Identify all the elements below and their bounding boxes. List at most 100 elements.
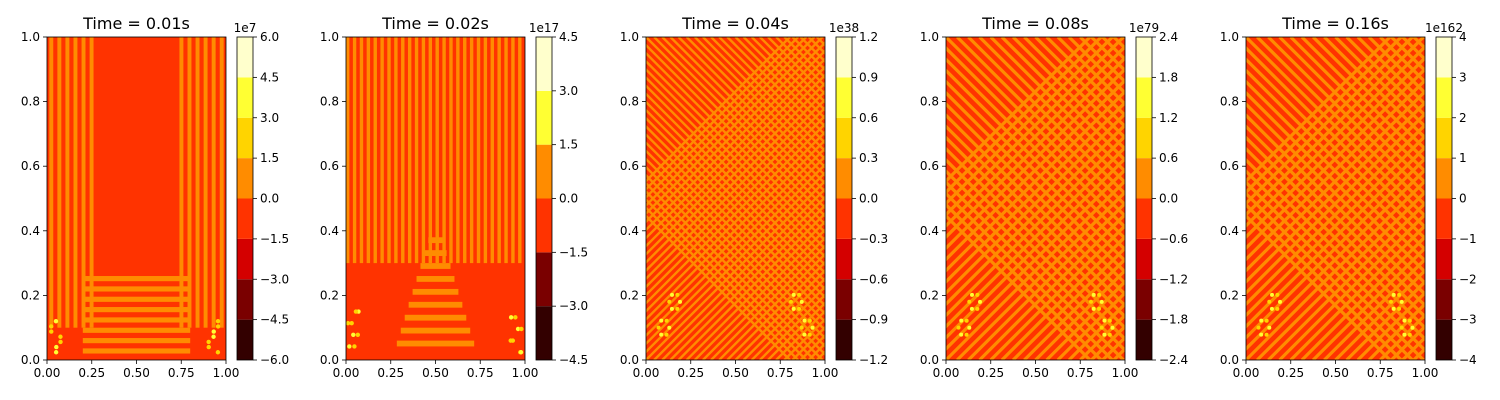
contour-speckle	[956, 325, 961, 330]
subplot-3: Time = 0.04s 0.00 0.25 0.50 0.75 1.00 0.0 0.2 0.…	[620, 14, 888, 380]
subplot-2: Time = 0.02s 0.00 0.25 0.50 0.75 1.00 0.0 0.2 0.…	[320, 14, 588, 380]
contour-band	[646, 146, 825, 330]
contour-band	[373, 37, 377, 264]
contour-band	[646, 37, 816, 208]
colorbar-level	[237, 158, 253, 199]
contour-band	[946, 37, 1092, 184]
colorbar-level	[836, 117, 852, 159]
colorbar-level	[1436, 37, 1452, 78]
contour-band	[346, 37, 350, 264]
contour-band	[1278, 37, 1425, 185]
contour-speckle	[664, 318, 669, 323]
contour-band	[1367, 301, 1425, 360]
contour-band	[82, 317, 191, 323]
contour-band	[946, 213, 1092, 360]
x-tick-label: 0.75	[467, 366, 494, 380]
contour-field	[346, 37, 525, 360]
colorbar-offset-label: 1e17	[529, 21, 559, 35]
colorbar-tick-label: −4.5	[559, 353, 588, 367]
colorbar-tick-label: 6.0	[260, 30, 279, 44]
contour-speckle	[797, 306, 802, 311]
contour-speckle	[1107, 318, 1112, 323]
contour-band	[767, 301, 825, 360]
y-tick-label: 0.8	[320, 95, 339, 109]
contour-speckle	[670, 292, 675, 297]
colorbar-level	[836, 198, 852, 239]
contour-band	[1246, 89, 1425, 273]
colorbar-tick-label: 2.4	[1159, 30, 1178, 44]
x-tick-label: 0.75	[168, 366, 195, 380]
contour-band	[734, 37, 825, 129]
colorbar-level	[237, 117, 253, 159]
contour-band	[759, 293, 825, 360]
contour-band	[646, 138, 825, 322]
y-tick-label: 0.0	[620, 353, 639, 367]
y-tick-label: 0.0	[920, 353, 939, 367]
colorbar-level	[237, 77, 253, 118]
contour-band	[1334, 268, 1425, 360]
contour-speckle	[1402, 318, 1407, 323]
y-tick-label: 1.0	[21, 30, 40, 44]
contour-band	[1356, 290, 1425, 360]
contour-band	[946, 37, 1114, 206]
contour-band	[82, 348, 191, 354]
y-tick-label: 0.6	[21, 159, 40, 173]
x-tick-label: 0.25	[977, 366, 1004, 380]
contour-band	[677, 211, 825, 360]
contour-band	[646, 65, 825, 248]
contour-band	[1246, 213, 1392, 360]
contour-band	[702, 37, 825, 161]
colorbar-tick-label: 0.6	[859, 111, 878, 125]
contour-speckle	[959, 318, 964, 323]
contour-speckle	[802, 318, 807, 323]
contour-band	[81, 37, 86, 328]
contour-speckle	[53, 350, 59, 355]
contour-band	[946, 156, 1125, 340]
y-tick-label: 0.6	[320, 159, 339, 173]
x-tick-label: 0.50	[722, 366, 749, 380]
contour-speckle	[54, 344, 59, 350]
colorbar-tick-label: 4	[1459, 30, 1467, 44]
colorbar-tick-label: −0.6	[859, 272, 888, 286]
contour-band	[978, 212, 1125, 360]
contour-band	[718, 252, 825, 360]
subplot-4: Time = 0.08s 0.00 0.25 0.50 0.75 1.00 0.0 0.2 0.…	[920, 14, 1188, 380]
contour-speckle	[659, 332, 664, 337]
colorbar-level	[536, 144, 552, 199]
contour-band	[946, 66, 1125, 251]
contour-speckle	[1107, 332, 1112, 337]
contour-band	[989, 223, 1125, 360]
contour-field	[646, 37, 825, 360]
contour-speckle	[797, 292, 802, 297]
colorbar-level	[1436, 238, 1452, 280]
y-tick-label: 0.4	[620, 224, 639, 238]
contour-band	[82, 338, 191, 344]
contour-speckle	[1099, 325, 1104, 330]
contour-speckle	[352, 344, 357, 349]
contour-band	[483, 37, 488, 264]
contour-band	[646, 214, 791, 360]
contour-band	[428, 37, 433, 264]
contour-band	[1289, 223, 1425, 360]
contour-band	[946, 37, 1125, 217]
x-tick-label: 1.00	[213, 366, 240, 380]
contour-band	[750, 285, 825, 360]
contour-speckle	[58, 339, 63, 345]
contour-band	[669, 203, 825, 360]
contour-speckle	[1267, 299, 1272, 304]
contour-speckle	[1256, 325, 1261, 330]
y-tick-label: 0.0	[320, 353, 339, 367]
colorbar-tick-label: 1.8	[1159, 70, 1178, 84]
contour-band	[449, 37, 453, 264]
contour-band	[1067, 37, 1125, 96]
colorbar-level	[1436, 117, 1452, 159]
contour-speckle	[349, 320, 354, 326]
contour-band	[693, 37, 825, 169]
contour-band	[946, 202, 1103, 360]
x-tick-label: 1.00	[1412, 366, 1439, 380]
contour-band	[1246, 122, 1425, 307]
contour-speckle	[215, 324, 221, 329]
contour-speckle	[975, 292, 980, 297]
colorbar-tick-label: −1.2	[859, 353, 888, 367]
